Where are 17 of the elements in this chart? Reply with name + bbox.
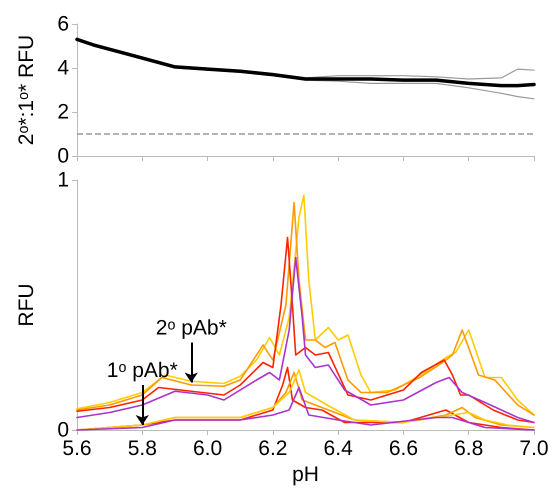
y-tick-label: 0 (57, 144, 69, 168)
x-tick-label: 5.8 (128, 437, 157, 460)
x-tick-label: 6.2 (258, 437, 288, 460)
y-axis-title: 2ᵒ*:1ᵒ* RFU (15, 34, 38, 146)
annotation: 1ᵒ pAb* (106, 359, 178, 382)
y-tick-label: 2 (57, 100, 69, 124)
y-tick-label: 6 (57, 12, 69, 36)
y-tick-label: 1 (57, 168, 69, 192)
x-tick-label: 6.8 (454, 437, 484, 460)
x-tick-label: 6.0 (192, 437, 222, 460)
x-tick-label: 6.4 (324, 437, 354, 460)
x-tick-label: 6.6 (388, 437, 418, 460)
x-tick-label: 7.0 (519, 437, 549, 460)
x-axis-title: pH (292, 463, 319, 486)
y-axis-title: RFU (15, 283, 38, 327)
y-tick-label: 4 (57, 56, 70, 80)
annotation: 2ᵒ pAb* (156, 316, 227, 340)
